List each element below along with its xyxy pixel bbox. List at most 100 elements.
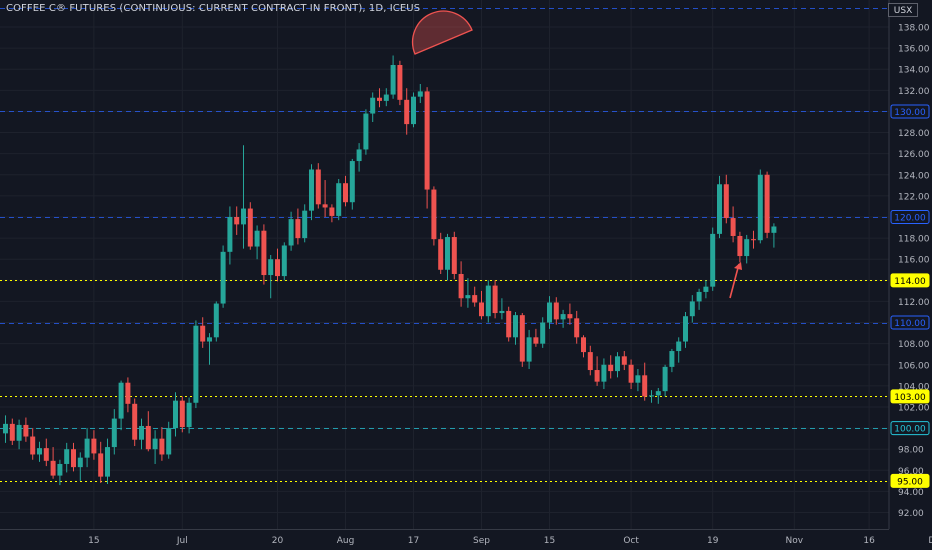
x-tick-label: 15 xyxy=(88,536,99,546)
candle-body xyxy=(601,364,607,382)
candle-body xyxy=(737,235,743,257)
candle-body xyxy=(404,99,410,125)
candle-body xyxy=(105,447,110,477)
candle-body xyxy=(676,341,682,352)
y-tick-label: 98.00 xyxy=(898,446,924,456)
candle-body xyxy=(472,295,478,303)
price-tag-label: 95.00 xyxy=(897,477,923,487)
price-tag xyxy=(890,473,930,488)
candle-body xyxy=(132,403,138,440)
candle-body xyxy=(717,184,722,234)
x-tick-label: Dec xyxy=(928,536,932,546)
candle-body xyxy=(567,314,573,319)
candle-body xyxy=(547,302,552,323)
candle-body xyxy=(166,428,172,455)
candle-body xyxy=(397,64,403,100)
x-tick-label: 15 xyxy=(544,536,555,546)
candle-body xyxy=(91,438,97,454)
y-tick-label: 104.00 xyxy=(898,382,930,392)
candle-body xyxy=(139,425,144,440)
candle-body xyxy=(499,310,505,314)
candle-body xyxy=(649,395,654,397)
candle-body xyxy=(723,184,729,219)
candle-body xyxy=(608,364,614,372)
candle-body xyxy=(309,169,314,211)
candle-body xyxy=(730,218,736,236)
candle-body xyxy=(424,91,430,190)
candle-body xyxy=(363,113,369,150)
candle-body xyxy=(3,423,8,434)
y-tick-label: 108.00 xyxy=(898,340,930,350)
candle-body xyxy=(302,210,308,239)
candle-body xyxy=(451,237,457,274)
arrow-head-annotation xyxy=(734,262,742,270)
candle-body xyxy=(574,318,580,338)
candle-body xyxy=(288,219,294,246)
candle-body xyxy=(560,314,566,320)
candle-body xyxy=(145,425,151,450)
candle-body xyxy=(125,382,131,404)
candle-body xyxy=(540,322,546,344)
y-tick-label: 102.00 xyxy=(898,403,930,413)
y-tick-label: 122.00 xyxy=(898,192,930,202)
x-tick-label: 16 xyxy=(863,536,875,546)
x-tick-label: Nov xyxy=(786,536,804,546)
candle-body xyxy=(771,226,777,233)
candle-body xyxy=(458,273,464,299)
x-tick-label: Aug xyxy=(337,536,355,546)
candle-body xyxy=(336,183,342,216)
y-tick-label: 132.00 xyxy=(898,87,930,97)
candle-body xyxy=(98,453,104,477)
y-tick-label: 124.00 xyxy=(898,171,930,181)
candle-body xyxy=(152,438,158,450)
candle-body xyxy=(581,337,586,353)
candle-body xyxy=(179,400,185,428)
candle-body xyxy=(662,366,668,392)
candle-body xyxy=(764,174,770,233)
candle-body xyxy=(492,285,498,314)
price-tag-label: 103.00 xyxy=(894,393,926,403)
candle-body xyxy=(234,216,240,225)
y-tick-label: 94.00 xyxy=(898,488,924,498)
price-tag xyxy=(890,315,930,330)
candle-body xyxy=(241,208,246,225)
x-tick-label: Jul xyxy=(176,536,188,546)
symbol-title[interactable]: COFFEE C® FUTURES (CONTINUOUS: CURRENT C… xyxy=(6,3,421,14)
price-tag xyxy=(890,104,930,119)
candle-body xyxy=(526,337,532,362)
candle-body xyxy=(383,94,389,101)
candle-body xyxy=(275,259,280,277)
x-tick-label: 19 xyxy=(707,536,719,546)
currency-badge[interactable]: USX xyxy=(888,3,918,17)
price-tag xyxy=(890,421,930,436)
candle-body xyxy=(621,356,627,365)
y-tick-label: 112.00 xyxy=(898,298,930,308)
candle-body xyxy=(683,316,688,342)
candle-body xyxy=(513,315,518,338)
candle-body xyxy=(594,370,600,382)
y-tick-label: 136.00 xyxy=(898,45,930,55)
price-tags: 130.00 120.00 114.00 110.00 103.00 100.00 95.0… xyxy=(890,104,930,488)
x-tick-label: 17 xyxy=(408,536,419,546)
candle-body xyxy=(50,460,56,476)
candle-body xyxy=(519,315,525,362)
y-tick-label: 92.00 xyxy=(898,509,924,519)
price-levels xyxy=(0,8,889,482)
candle-body xyxy=(587,352,593,371)
candle-body xyxy=(696,291,702,302)
candle-body xyxy=(254,230,260,247)
candle-body xyxy=(9,423,15,441)
price-tag-label: 120.00 xyxy=(894,213,926,223)
y-tick-label: 106.00 xyxy=(898,361,930,371)
candle-body xyxy=(186,402,192,428)
candle-body xyxy=(479,302,484,317)
candle-body xyxy=(111,418,117,448)
candle-body xyxy=(207,337,212,342)
candle-body xyxy=(30,436,36,455)
candle-body xyxy=(757,174,763,241)
candle-body xyxy=(227,216,233,252)
candle-body xyxy=(703,286,709,292)
candle-body xyxy=(281,245,287,277)
candle-body xyxy=(23,424,29,437)
